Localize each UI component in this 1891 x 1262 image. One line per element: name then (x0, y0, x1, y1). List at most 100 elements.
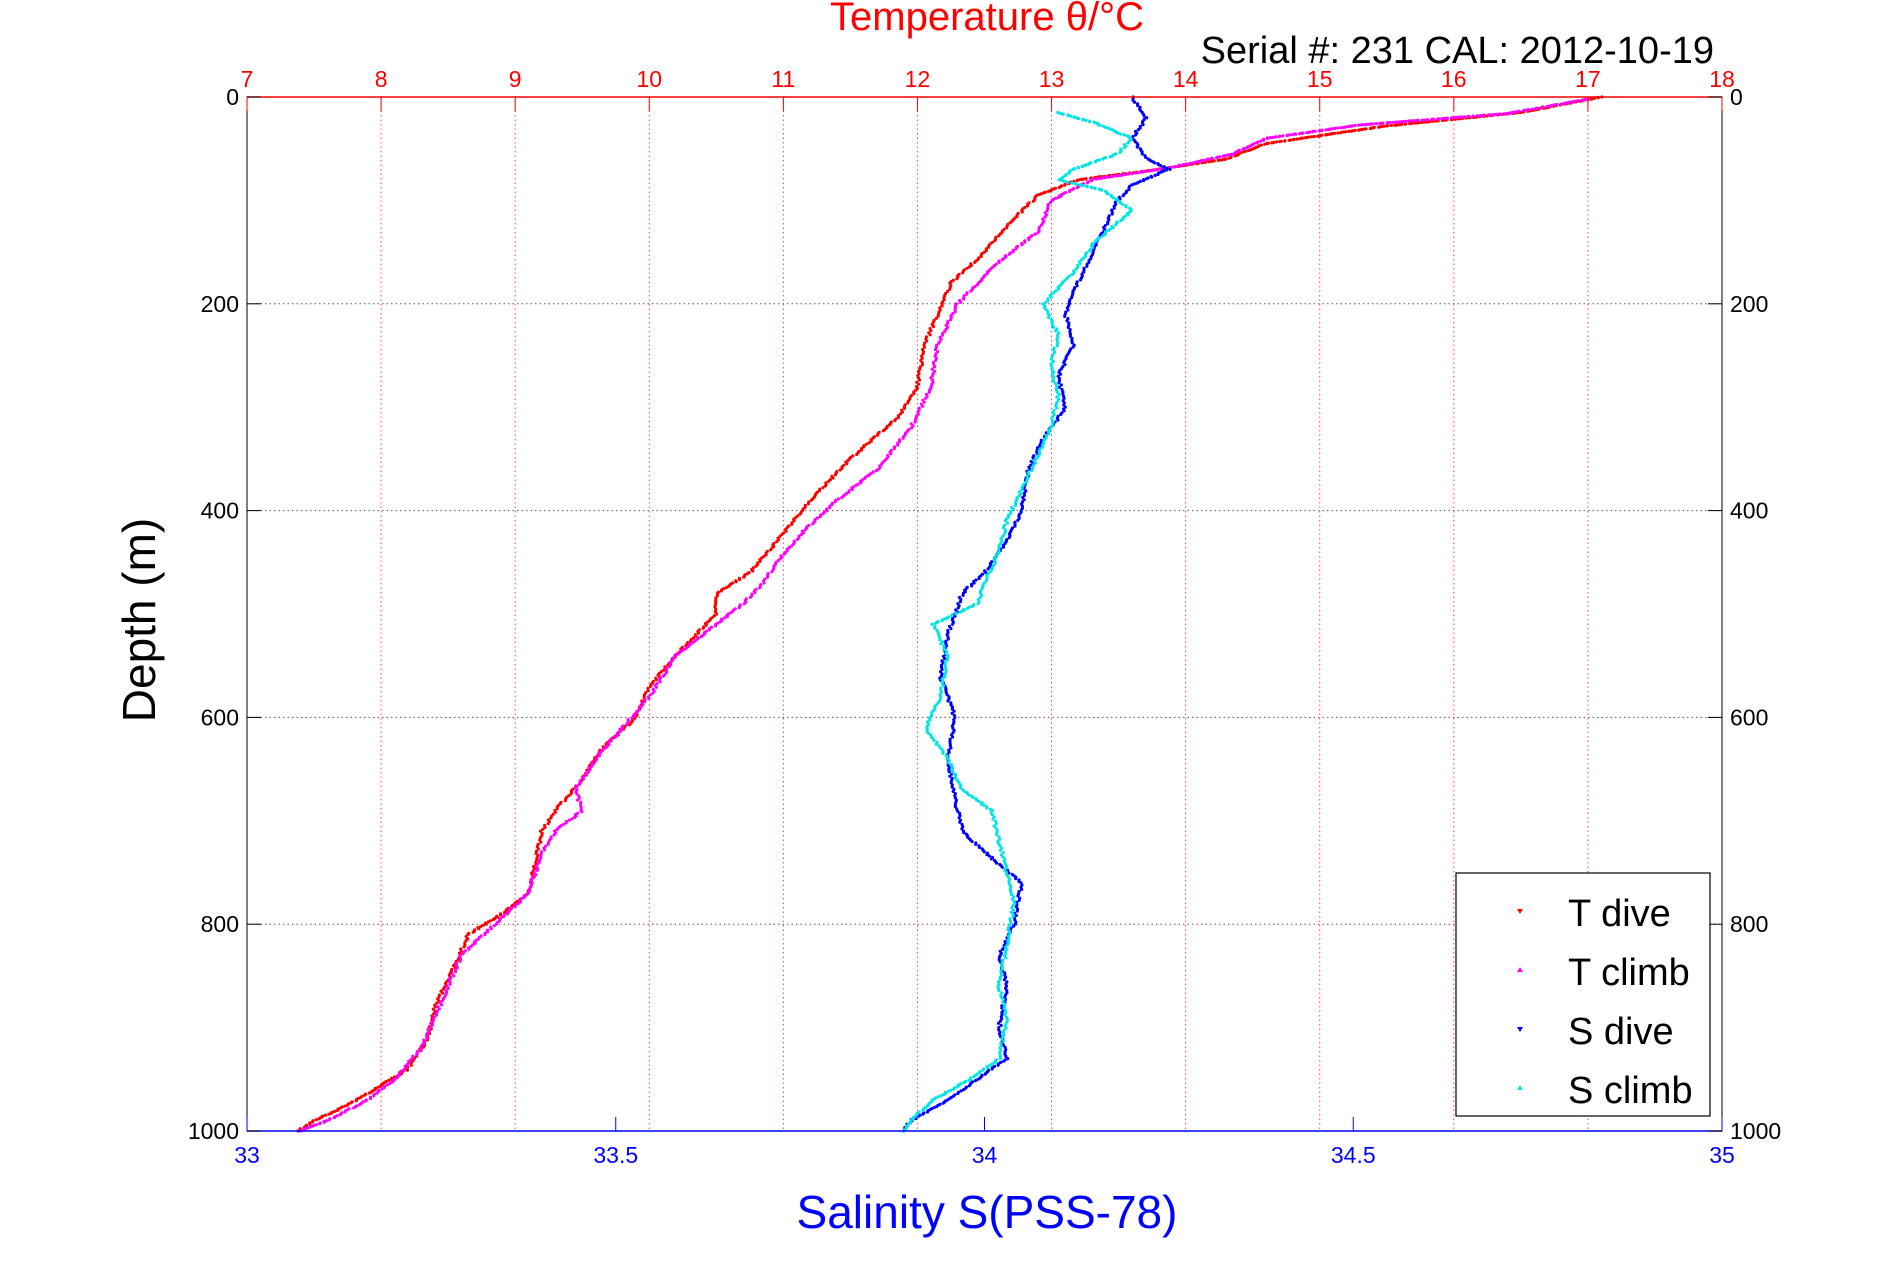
temperature-tick-label: 13 (1039, 66, 1065, 92)
data-point (1368, 122, 1372, 126)
data-point (1245, 145, 1249, 150)
data-point (409, 1063, 413, 1067)
data-point (1036, 231, 1040, 235)
data-point (1074, 267, 1078, 271)
data-point (962, 297, 966, 301)
data-point (1475, 114, 1479, 118)
data-point (1084, 177, 1088, 181)
data-point (1265, 136, 1269, 140)
data-point (1349, 129, 1354, 133)
data-point (1003, 519, 1008, 523)
data-point (811, 522, 815, 526)
data-point (1133, 100, 1137, 104)
data-point (1103, 125, 1107, 129)
data-point (1000, 1037, 1004, 1041)
data-point (1067, 321, 1071, 325)
data-point (380, 1087, 384, 1091)
data-point (715, 591, 720, 595)
data-point (562, 822, 566, 826)
data-point (1298, 137, 1302, 141)
data-point (1045, 209, 1049, 213)
data-point (821, 485, 825, 490)
data-point (1227, 156, 1231, 160)
data-point (965, 292, 969, 296)
data-point (1176, 164, 1180, 168)
data-point (476, 937, 480, 941)
data-point (1093, 240, 1097, 244)
data-point (1401, 120, 1405, 124)
data-point (654, 678, 658, 682)
data-point (946, 289, 950, 293)
data-point (986, 1066, 990, 1070)
legend: T dive T climb S dive S climb (1455, 872, 1711, 1117)
data-point (982, 803, 986, 807)
data-point (1389, 123, 1393, 128)
data-point (993, 239, 997, 243)
data-point (359, 1095, 363, 1099)
data-point (1481, 113, 1486, 117)
data-point (1135, 145, 1139, 149)
data-point (1150, 175, 1154, 179)
data-point (714, 596, 718, 600)
data-point (979, 802, 983, 806)
data-point (1085, 185, 1089, 189)
data-point (719, 589, 723, 593)
data-point (1038, 444, 1042, 448)
data-point (959, 1089, 963, 1093)
data-point (1121, 202, 1125, 206)
data-point (1209, 157, 1213, 161)
data-point (1016, 518, 1020, 522)
data-point (372, 1094, 376, 1098)
data-point (1311, 130, 1315, 134)
data-point (962, 1081, 966, 1085)
data-point (945, 658, 950, 662)
data-point (1525, 108, 1529, 112)
data-point (704, 623, 709, 627)
data-point (798, 512, 802, 516)
data-point (1009, 893, 1014, 897)
data-point (949, 746, 953, 750)
data-point (461, 952, 465, 956)
data-point (1106, 222, 1110, 226)
data-point (1006, 928, 1010, 932)
temperature-tick-label: 12 (905, 66, 931, 92)
data-point (995, 833, 999, 837)
data-point (491, 918, 495, 922)
data-point (932, 1106, 936, 1110)
data-point (953, 310, 957, 314)
data-point (691, 636, 696, 640)
data-point (395, 1076, 399, 1080)
data-point (1026, 204, 1030, 208)
data-point (828, 506, 832, 510)
data-point (1077, 166, 1081, 170)
data-point (402, 1067, 406, 1072)
data-point (978, 595, 982, 600)
grid (247, 97, 1722, 1131)
data-point (1515, 110, 1519, 114)
data-point (1411, 121, 1415, 125)
data-point (338, 1113, 342, 1117)
data-point (1471, 114, 1475, 118)
data-point (1202, 158, 1206, 162)
data-point (1172, 165, 1176, 169)
data-point (1014, 913, 1018, 918)
data-point (1153, 161, 1157, 165)
data-point (1153, 173, 1157, 177)
data-point (789, 544, 794, 548)
data-point (1005, 226, 1009, 230)
data-point (714, 598, 718, 602)
data-point (838, 468, 842, 472)
data-point (867, 441, 871, 445)
data-point (998, 1019, 1003, 1023)
chart-title: Temperature θ/°C (830, 0, 1144, 39)
data-point (874, 469, 879, 473)
data-point (889, 452, 893, 456)
data-point (1068, 189, 1072, 194)
data-point (1020, 887, 1024, 892)
legend-label: S dive (1568, 1011, 1674, 1053)
data-point (489, 927, 493, 931)
data-point (1357, 128, 1361, 132)
data-point (933, 347, 938, 352)
temperature-tick-label: 10 (636, 66, 662, 92)
data-point (876, 433, 880, 437)
